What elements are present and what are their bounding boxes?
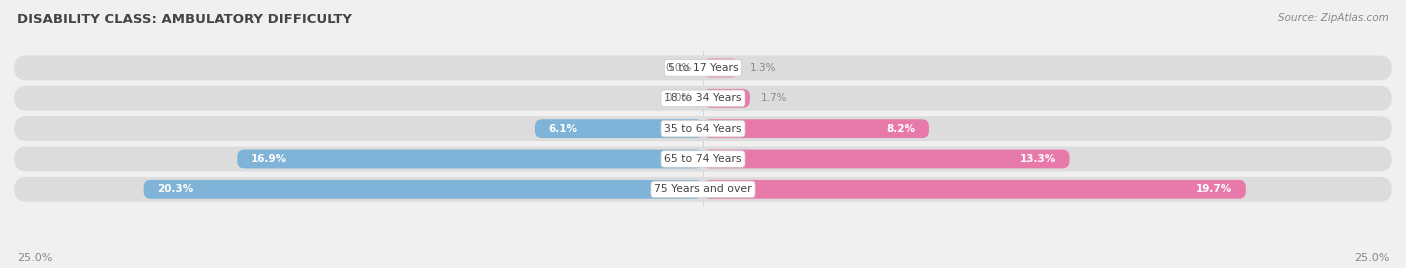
- FancyBboxPatch shape: [14, 116, 1392, 141]
- FancyBboxPatch shape: [238, 150, 703, 168]
- FancyBboxPatch shape: [534, 119, 703, 138]
- Text: 1.7%: 1.7%: [761, 93, 787, 103]
- FancyBboxPatch shape: [14, 147, 1392, 172]
- Text: 0.0%: 0.0%: [665, 93, 692, 103]
- Text: 16.9%: 16.9%: [252, 154, 287, 164]
- Text: 20.3%: 20.3%: [157, 184, 194, 194]
- FancyBboxPatch shape: [703, 150, 1070, 168]
- FancyBboxPatch shape: [14, 86, 1392, 111]
- FancyBboxPatch shape: [703, 180, 1246, 199]
- Text: 13.3%: 13.3%: [1019, 154, 1056, 164]
- FancyBboxPatch shape: [703, 119, 929, 138]
- Text: 25.0%: 25.0%: [17, 253, 52, 263]
- FancyBboxPatch shape: [14, 55, 1392, 80]
- Text: 0.0%: 0.0%: [665, 63, 692, 73]
- Text: 25.0%: 25.0%: [1354, 253, 1389, 263]
- FancyBboxPatch shape: [703, 89, 749, 108]
- Text: 6.1%: 6.1%: [548, 124, 578, 134]
- Text: DISABILITY CLASS: AMBULATORY DIFFICULTY: DISABILITY CLASS: AMBULATORY DIFFICULTY: [17, 13, 352, 27]
- Text: 19.7%: 19.7%: [1197, 184, 1232, 194]
- Text: 18 to 34 Years: 18 to 34 Years: [664, 93, 742, 103]
- FancyBboxPatch shape: [14, 177, 1392, 202]
- Text: 1.3%: 1.3%: [749, 63, 776, 73]
- Text: 8.2%: 8.2%: [886, 124, 915, 134]
- FancyBboxPatch shape: [703, 58, 738, 77]
- FancyBboxPatch shape: [143, 180, 703, 199]
- Text: Source: ZipAtlas.com: Source: ZipAtlas.com: [1278, 13, 1389, 23]
- Text: 75 Years and over: 75 Years and over: [654, 184, 752, 194]
- Text: 65 to 74 Years: 65 to 74 Years: [664, 154, 742, 164]
- Text: 35 to 64 Years: 35 to 64 Years: [664, 124, 742, 134]
- Text: 5 to 17 Years: 5 to 17 Years: [668, 63, 738, 73]
